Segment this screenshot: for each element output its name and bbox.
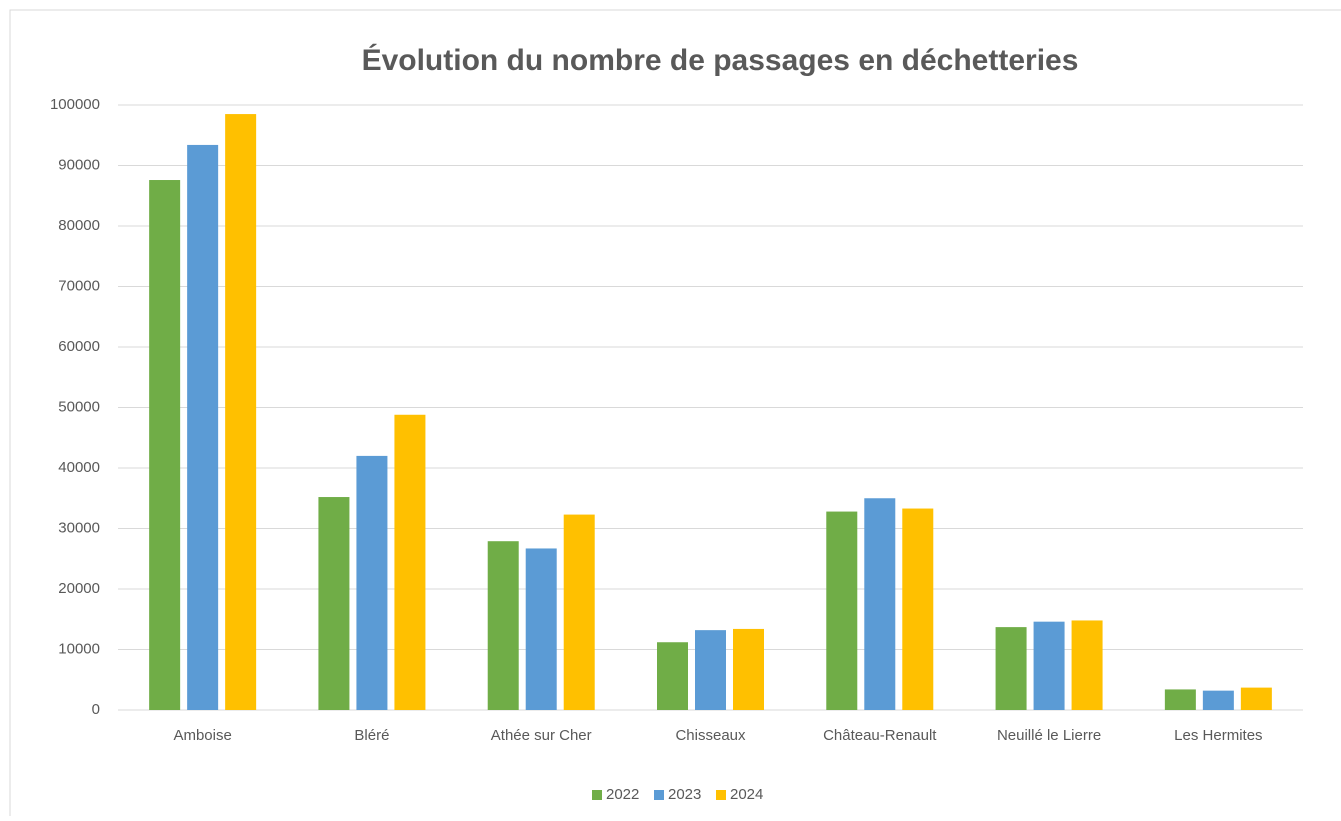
chart-title: Évolution du nombre de passages en déche… — [362, 43, 1079, 77]
y-tick-label: 0 — [92, 701, 100, 718]
x-tick-label: Athée sur Cher — [491, 727, 592, 744]
bar — [525, 548, 557, 710]
bar — [657, 642, 688, 710]
bar — [487, 541, 519, 710]
legend-label: 2024 — [730, 786, 763, 803]
x-tick-label: Amboise — [173, 727, 231, 744]
bar — [695, 630, 726, 710]
x-tick-label: Neuillé le Lierre — [997, 727, 1101, 744]
x-tick-label: Chisseaux — [675, 727, 746, 744]
bar — [864, 498, 896, 710]
y-tick-label: 90000 — [58, 156, 100, 173]
bar — [1033, 621, 1065, 710]
legend-label: 2023 — [668, 786, 701, 803]
legend-label: 2022 — [606, 786, 639, 803]
bar — [826, 511, 858, 710]
y-tick-label: 100000 — [50, 96, 100, 113]
bar — [995, 627, 1027, 710]
bar — [902, 508, 934, 710]
y-tick-label: 50000 — [58, 398, 100, 415]
y-tick-label: 40000 — [58, 459, 100, 476]
y-tick-label: 60000 — [58, 338, 100, 355]
bar — [1164, 689, 1196, 710]
legend-swatch — [592, 790, 602, 800]
bar — [733, 628, 764, 710]
bar — [1071, 620, 1103, 710]
bar — [318, 497, 350, 710]
x-tick-label: Les Hermites — [1174, 727, 1262, 744]
bar — [1240, 687, 1272, 710]
bar — [563, 514, 595, 710]
bar — [149, 180, 181, 710]
bar — [1202, 690, 1234, 710]
legend-swatch — [716, 790, 726, 800]
y-tick-label: 70000 — [58, 277, 100, 294]
y-tick-label: 20000 — [58, 580, 100, 597]
bar — [187, 144, 219, 710]
y-tick-label: 10000 — [58, 640, 100, 657]
bar — [394, 414, 426, 710]
legend-swatch — [654, 790, 664, 800]
y-tick-label: 30000 — [58, 519, 100, 536]
bar — [356, 455, 388, 710]
bar — [225, 114, 257, 710]
x-tick-label: Bléré — [354, 727, 389, 744]
y-tick-label: 80000 — [58, 217, 100, 234]
x-tick-label: Château-Renault — [823, 727, 937, 744]
